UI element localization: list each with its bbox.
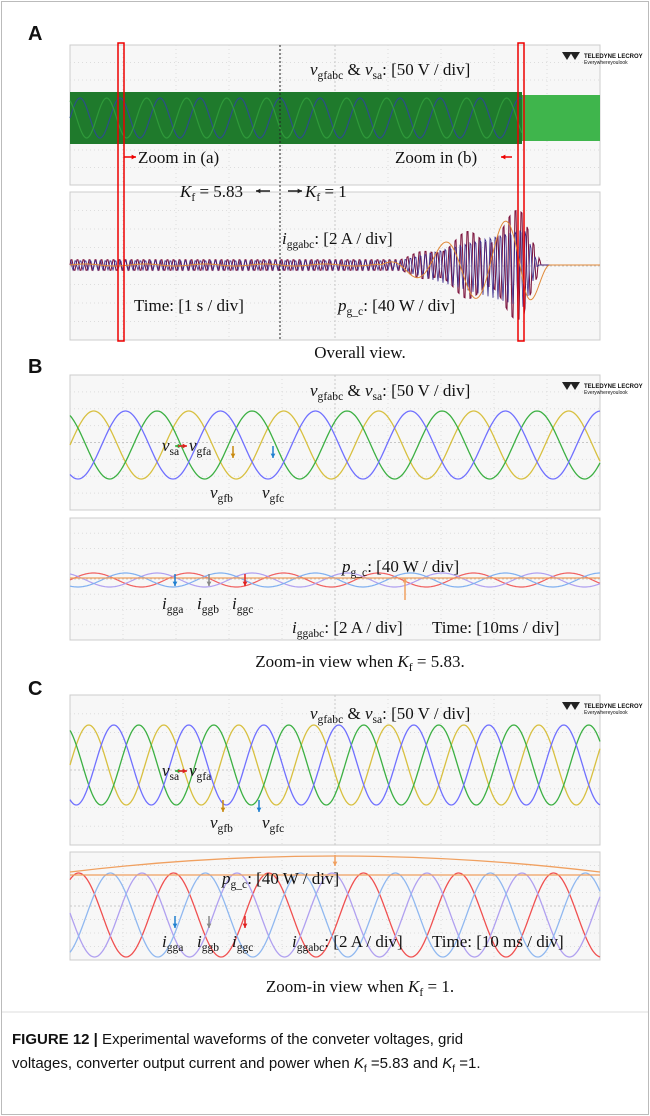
text-segment: gfa: [197, 445, 212, 458]
text-segment: Time: [1 s / div]: [134, 296, 244, 315]
label: Zoom in (a): [138, 148, 219, 167]
text-segment: = 5.83: [195, 182, 243, 201]
label: Time: [10ms / div]: [432, 618, 559, 637]
text-segment: gfa: [197, 770, 212, 783]
label: Zoom in (b): [395, 148, 477, 167]
text-segment: Zoom in (a): [138, 148, 219, 167]
logo-tagline: Everywhereyoulook: [584, 710, 628, 716]
text-segment: : [50 V / div]: [382, 60, 470, 79]
text-segment: sa: [372, 713, 382, 726]
voltage-band: [522, 95, 600, 141]
text-segment: sa: [372, 390, 382, 403]
text-segment: ggabc: [297, 627, 325, 640]
text-segment: gga: [167, 603, 184, 616]
text-segment: p: [221, 869, 231, 888]
text-segment: = 1: [320, 182, 347, 201]
text-segment: ggc: [237, 941, 254, 954]
text-segment: gga: [167, 941, 184, 954]
label: Time: [10 ms / div]: [432, 932, 564, 951]
text-segment: ggb: [202, 603, 220, 616]
text-segment: Time: [10ms / div]: [432, 618, 559, 637]
caption-label: FIGURE 12 |: [12, 1031, 98, 1048]
label: Kf = 5.83: [179, 182, 243, 204]
logo-tagline: Everywhereyoulook: [584, 60, 628, 66]
label: Time: [1 s / div]: [134, 296, 244, 315]
figure: ATELEDYNE LECROYEverywhereyoulookvgfabc …: [0, 0, 650, 1116]
text-segment: p: [337, 296, 347, 315]
text-segment: : [2 A / div]: [324, 932, 402, 951]
text-segment: : [2 A / div]: [314, 229, 392, 248]
text-segment: &: [343, 60, 365, 79]
text-segment: gfabc: [318, 69, 344, 82]
text-segment: ggc: [237, 603, 254, 616]
text-segment: voltages, converter output current and p…: [12, 1055, 354, 1072]
logo-tagline: Everywhereyoulook: [584, 390, 628, 396]
panel-letter: C: [28, 678, 42, 700]
text-segment: gfc: [270, 822, 285, 835]
text-segment: ggabc: [297, 941, 325, 954]
text-segment: g_c: [351, 566, 368, 579]
text-segment: = 1.: [423, 977, 454, 996]
label: Zoom-in view when Kf = 1.: [266, 977, 454, 999]
text-segment: : [50 V / div]: [382, 704, 470, 723]
text-segment: gfabc: [318, 390, 344, 403]
text-segment: : [40 W / div]: [367, 557, 459, 576]
label: Kf = 1: [304, 182, 347, 204]
text-segment: &: [343, 381, 365, 400]
text-segment: : [40 W / div]: [247, 869, 339, 888]
panel-letter: A: [28, 23, 42, 45]
text-segment: g_c: [231, 878, 248, 891]
text-segment: =1.: [455, 1055, 480, 1072]
text-segment: =5.83 and: [367, 1055, 442, 1072]
label: Zoom-in view when Kf = 5.83.: [255, 652, 464, 674]
panel-letter: B: [28, 356, 42, 378]
figure-caption: FIGURE 12 | Experimental waveforms of th…: [12, 1031, 463, 1048]
text-segment: Zoom-in view when: [266, 977, 408, 996]
text-segment: sa: [372, 69, 382, 82]
text-segment: gfabc: [318, 713, 344, 726]
text-segment: Time: [10 ms / div]: [432, 932, 564, 951]
text-segment: = 5.83.: [413, 652, 465, 671]
text-segment: &: [343, 704, 365, 723]
text-segment: p: [341, 557, 351, 576]
text-segment: : [2 A / div]: [324, 618, 402, 637]
text-segment: Zoom-in view when: [255, 652, 397, 671]
label: Overall view.: [314, 343, 405, 362]
text-segment: Zoom in (b): [395, 148, 477, 167]
text-segment: ggb: [202, 941, 220, 954]
text-segment: gfb: [218, 822, 234, 835]
text-segment: Overall view.: [314, 343, 405, 362]
text-segment: : [50 V / div]: [382, 381, 470, 400]
text-segment: ggabc: [287, 238, 315, 251]
text-segment: : [40 W / div]: [363, 296, 455, 315]
text-segment: Experimental waveforms of the conveter v…: [98, 1031, 463, 1048]
text-segment: g_c: [347, 305, 364, 318]
text-segment: gfb: [218, 492, 234, 505]
text-segment: gfc: [270, 492, 285, 505]
